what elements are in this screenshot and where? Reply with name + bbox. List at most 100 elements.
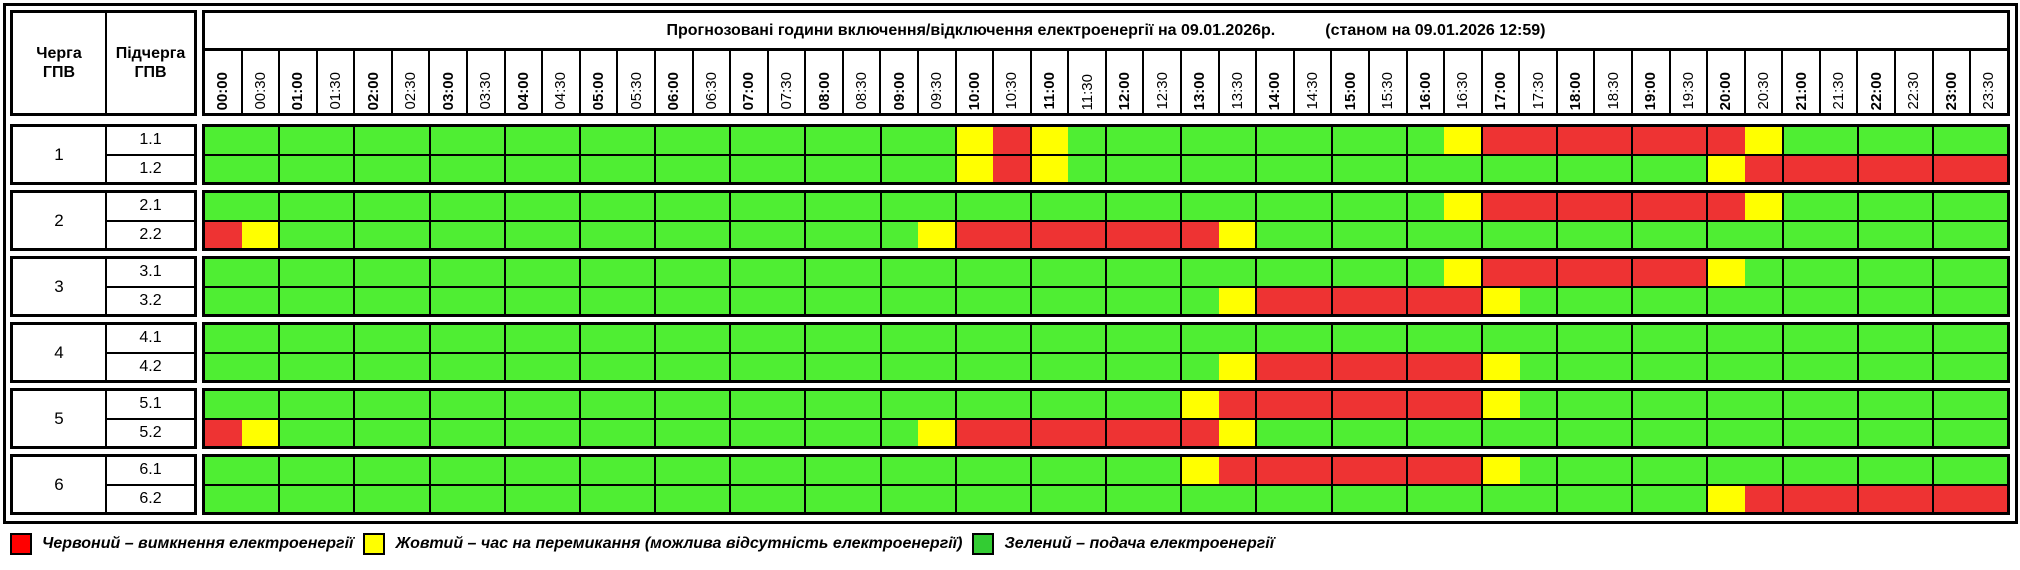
time-label: 18:30	[1595, 51, 1633, 116]
slot-on	[1519, 287, 1557, 314]
slot-on	[1257, 127, 1294, 154]
hour-cell	[1482, 419, 1559, 446]
hour-cell	[505, 391, 581, 418]
time-label-text: 12:30	[1153, 72, 1171, 110]
hour-cell	[355, 391, 431, 418]
slot-on	[316, 287, 354, 314]
time-label-text: 21:00	[1792, 71, 1810, 110]
slot-on	[1558, 155, 1595, 182]
slot-switching	[956, 155, 994, 182]
slot-on	[1933, 287, 1971, 314]
slot-on	[767, 485, 805, 512]
hour-cell	[1708, 353, 1784, 380]
slot-off	[1558, 193, 1595, 220]
hour-cell	[580, 391, 657, 418]
subqueue-row-6.1	[205, 457, 2008, 486]
slot-on	[1895, 221, 1932, 248]
slot-on	[316, 193, 354, 220]
hour-cell	[1031, 221, 1108, 248]
hour-cell	[280, 127, 356, 154]
hour-cell	[1783, 419, 1859, 446]
hour-cell	[580, 353, 657, 380]
slot-on	[505, 221, 543, 248]
time-label: 15:30	[1370, 51, 1408, 116]
hour-cell	[1332, 259, 1408, 286]
hour-cell	[280, 419, 356, 446]
slot-on	[1294, 193, 1331, 220]
slot-off	[1257, 391, 1294, 418]
slot-on	[1182, 287, 1219, 314]
hour-cell	[1257, 127, 1333, 154]
slot-on	[806, 221, 843, 248]
slot-on	[806, 353, 843, 380]
slot-on	[542, 485, 579, 512]
slot-on	[1369, 485, 1406, 512]
slot-off	[205, 419, 242, 446]
slot-on	[842, 221, 880, 248]
time-label-text: 11:00	[1041, 72, 1058, 110]
slot-on	[542, 193, 579, 220]
time-label-text: 19:30	[1679, 72, 1697, 110]
slot-on	[1594, 419, 1632, 446]
hour-cell	[656, 221, 732, 248]
slot-on	[1633, 485, 1670, 512]
subqueue-id: 2.2	[139, 225, 162, 243]
slot-on	[505, 259, 543, 286]
hour-cell	[806, 127, 882, 154]
slot-on	[1895, 419, 1932, 446]
subqueue-list: 4.1 4.2	[107, 325, 194, 380]
slot-off	[1783, 485, 1821, 512]
slot-off	[1444, 287, 1481, 314]
time-label: 19:30	[1671, 51, 1709, 116]
slot-on	[1933, 325, 1971, 352]
slot-off	[1407, 457, 1445, 484]
hour-cell	[956, 287, 1032, 314]
slot-on	[1332, 325, 1370, 352]
hour-cell	[430, 287, 506, 314]
hour-cell	[1107, 155, 1183, 182]
slot-on	[1933, 221, 1971, 248]
slot-on	[956, 259, 994, 286]
hour-cell	[656, 127, 732, 154]
slot-off	[1107, 419, 1144, 446]
slot-off	[1970, 485, 2008, 512]
slot-switching	[1708, 155, 1746, 182]
slot-on	[1708, 353, 1746, 380]
slot-on	[842, 155, 880, 182]
slot-on	[881, 457, 919, 484]
slot-off	[1294, 391, 1331, 418]
slot-on	[205, 155, 242, 182]
slot-off	[1444, 391, 1481, 418]
hour-cell	[1783, 155, 1859, 182]
subqueue-row-2.1	[205, 193, 2008, 222]
time-label: 10:30	[994, 51, 1032, 116]
slot-on	[241, 259, 279, 286]
slot-on	[1633, 325, 1670, 352]
slot-on	[1858, 419, 1896, 446]
slot-on	[1858, 221, 1896, 248]
slot-on	[280, 457, 317, 484]
hour-cell	[1407, 155, 1483, 182]
slot-on	[391, 221, 429, 248]
legend-yellow: Жовтий – час на перемикання (можлива від…	[363, 533, 962, 555]
slot-on	[918, 155, 955, 182]
slot-off	[1444, 353, 1481, 380]
time-label: 06:00	[656, 51, 694, 116]
hour-cell	[1558, 457, 1634, 484]
slot-on	[1633, 391, 1670, 418]
slot-on	[467, 419, 504, 446]
slot-on	[1444, 325, 1481, 352]
hour-cell	[1332, 419, 1408, 446]
hour-cell	[881, 485, 957, 512]
slot-on	[1783, 325, 1821, 352]
slot-on	[1820, 193, 1857, 220]
slot-on	[842, 419, 880, 446]
slot-on	[1558, 485, 1595, 512]
hour-cell	[1933, 287, 2008, 314]
hour-cell	[205, 127, 281, 154]
time-label-text: 09:30	[928, 72, 946, 110]
legend-green: Зелений – подача електроенергії	[972, 533, 1274, 555]
slot-on	[467, 325, 504, 352]
time-label-text: 15:00	[1341, 71, 1359, 110]
slot-on	[241, 457, 279, 484]
